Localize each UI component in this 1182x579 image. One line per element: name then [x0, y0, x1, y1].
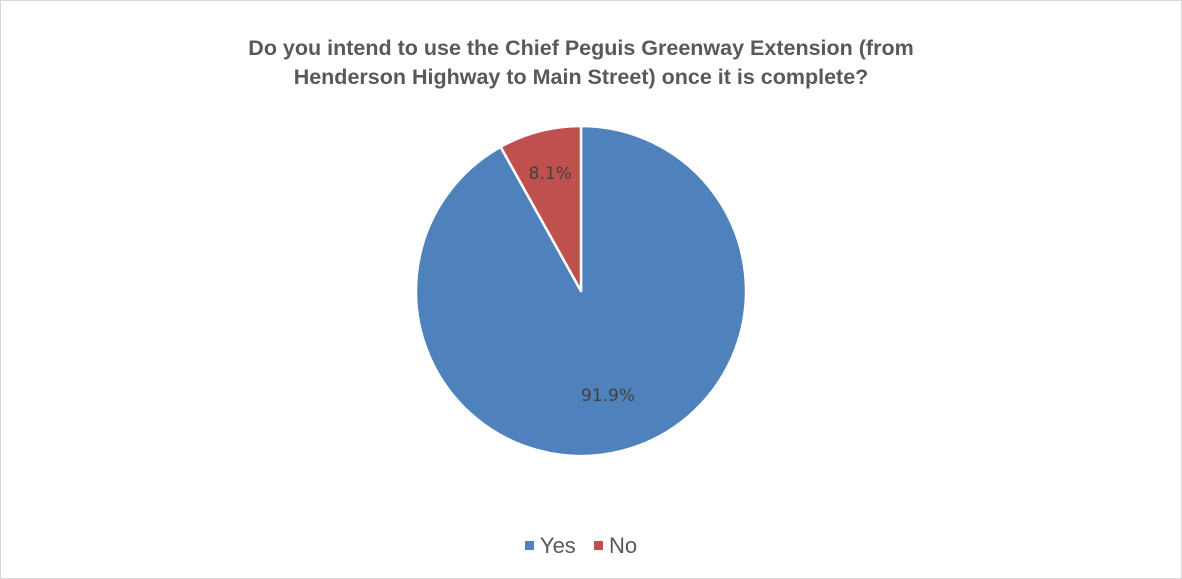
legend-label-yes: Yes — [539, 533, 576, 558]
pie-slices — [414, 124, 748, 458]
pie-slice-no — [499, 124, 583, 293]
legend-item-yes: Yes — [524, 531, 576, 561]
legend-label-no: No — [608, 533, 638, 558]
chart-title-line-2: Henderson Highway to Main Street) once i… — [293, 65, 869, 89]
pie-data-labels: 91.9% 8.1% — [529, 164, 635, 406]
chart-title-line-1: Do you intend to use the Chief Peguis Gr… — [248, 36, 914, 60]
legend-item-no: No — [593, 531, 638, 561]
legend-swatch-yes — [524, 540, 534, 550]
legend: Yes No — [1, 531, 1161, 561]
legend-swatch-no — [593, 540, 603, 550]
chart-title: Do you intend to use the Chief Peguis Gr… — [1, 34, 1161, 92]
data-label-yes: 91.9% — [581, 386, 635, 406]
data-label-no: 8.1% — [529, 164, 572, 184]
